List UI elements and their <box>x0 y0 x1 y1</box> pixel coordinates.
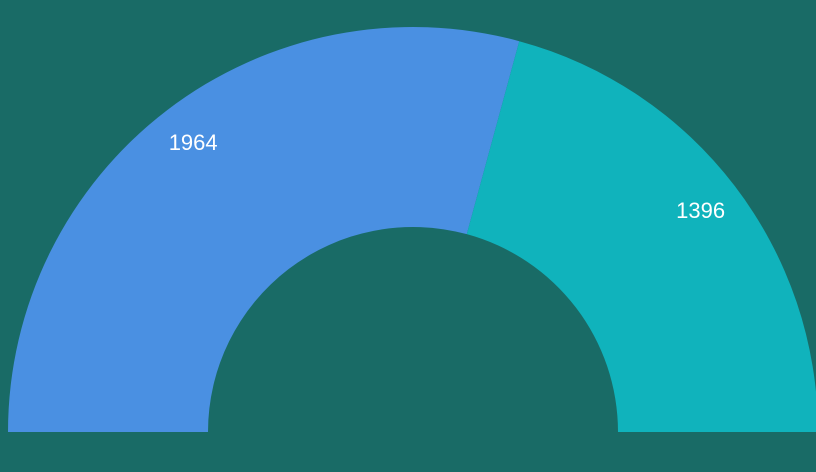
data-label: 1396 <box>676 198 725 223</box>
data-label: 1964 <box>169 130 218 155</box>
slice <box>466 41 816 432</box>
slice <box>8 26 520 432</box>
